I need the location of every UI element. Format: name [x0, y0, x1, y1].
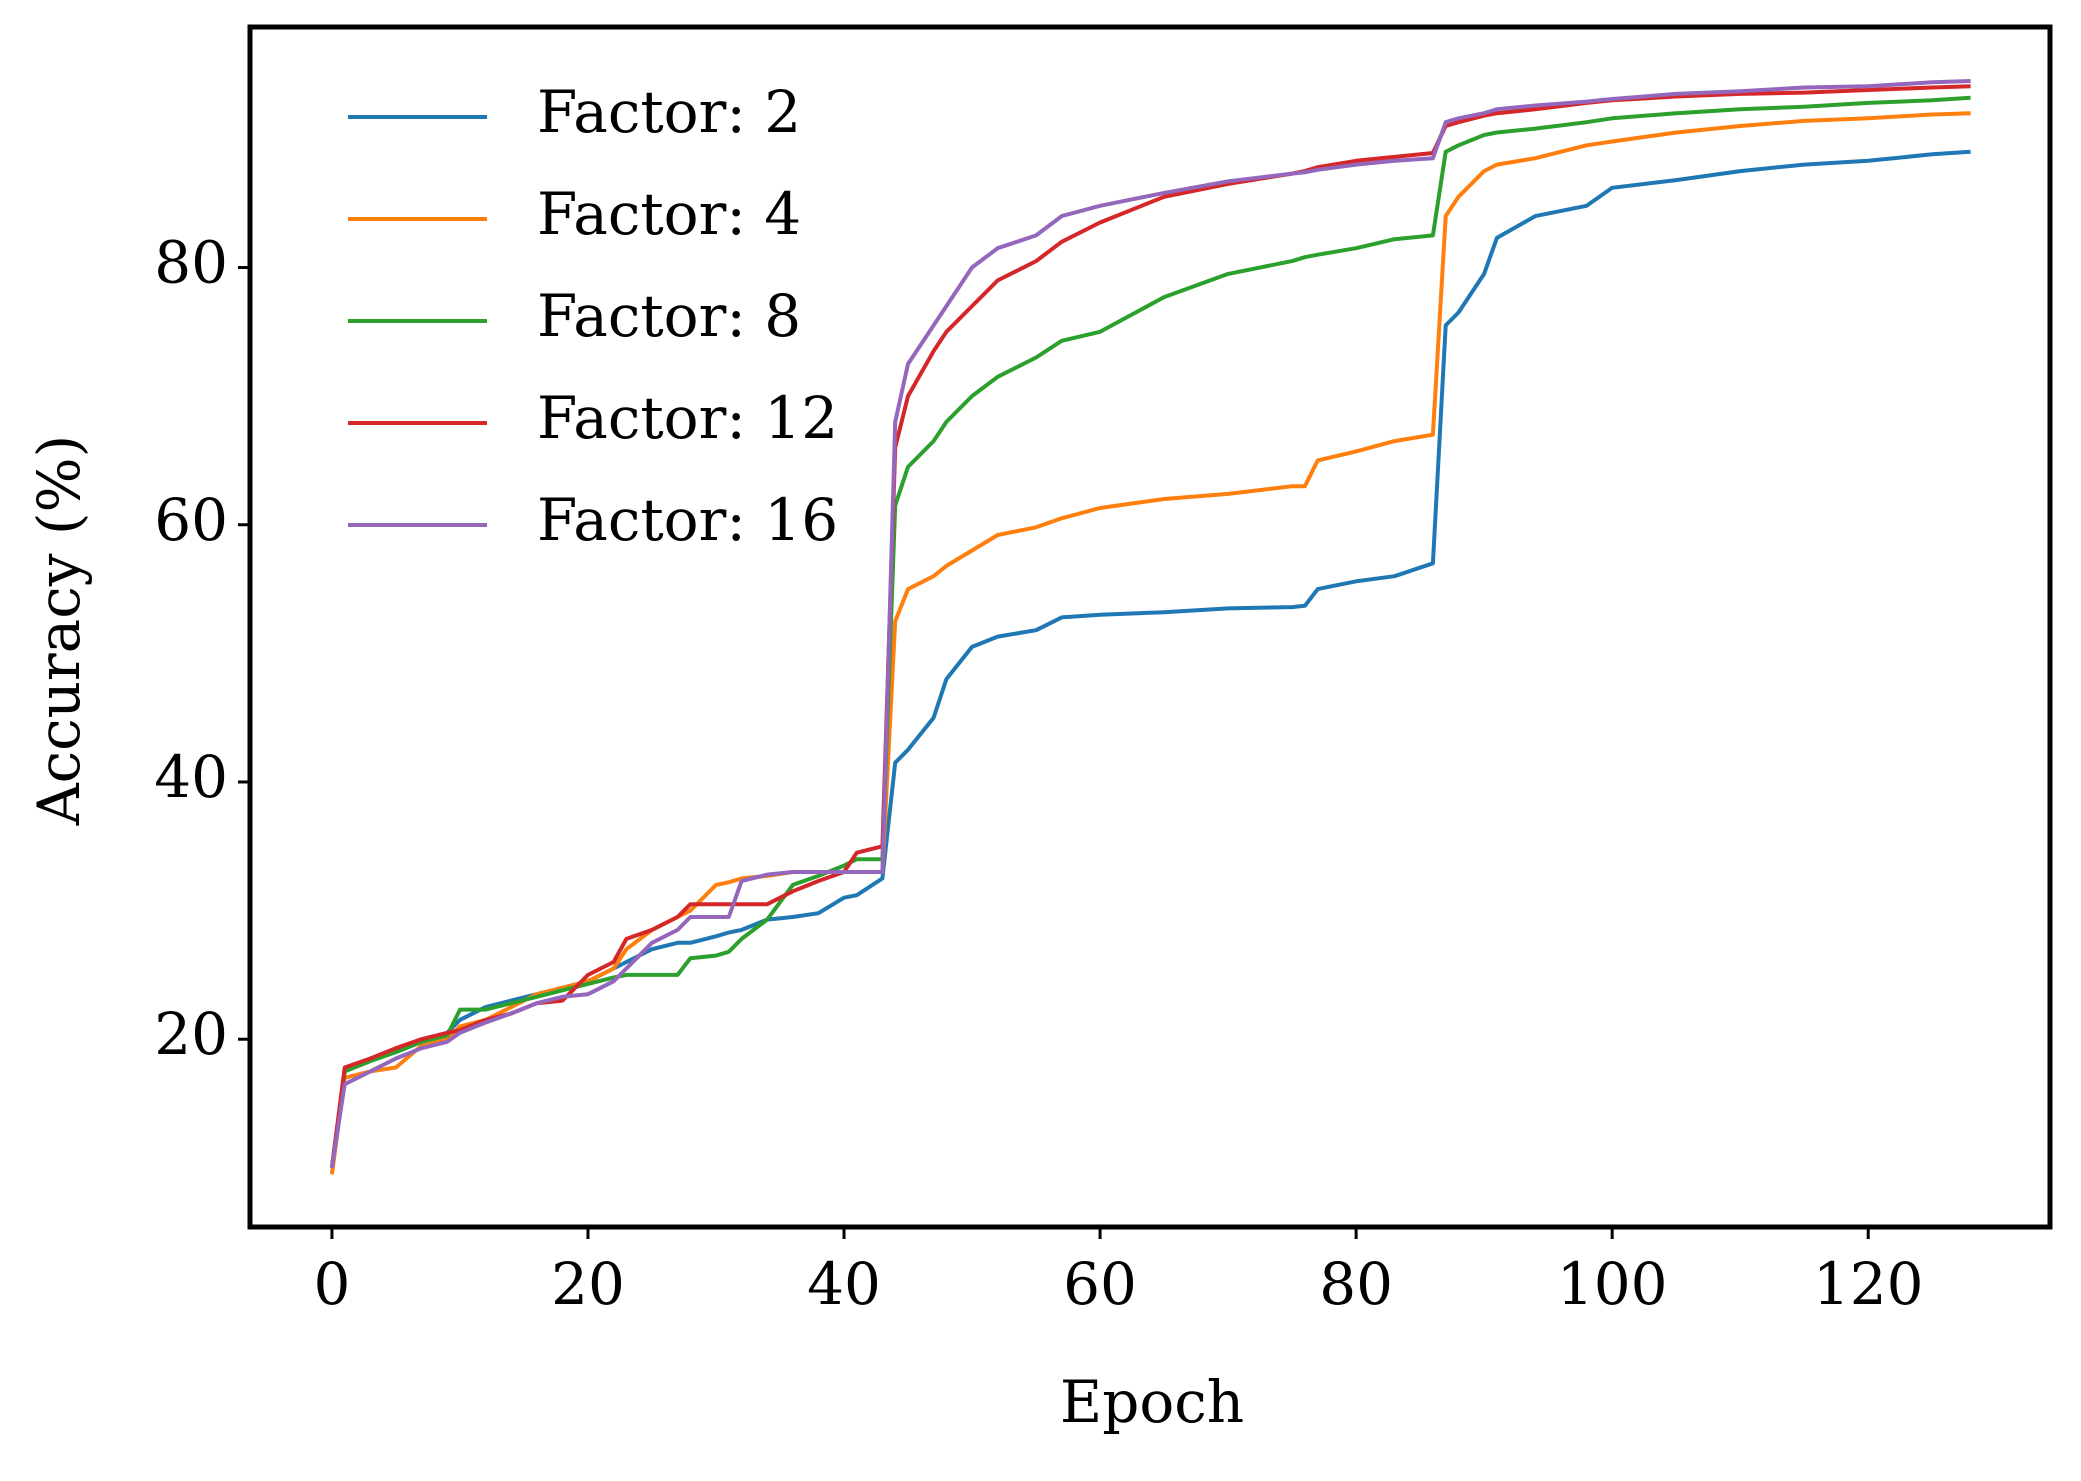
y-tick-label: 20 [154, 1000, 228, 1068]
x-tick-label: 100 [1557, 1250, 1668, 1318]
y-tick-label: 80 [154, 229, 228, 297]
legend-label: Factor: 16 [537, 486, 838, 554]
series-line [329, 111, 1971, 1175]
legend-label: Factor: 8 [537, 282, 801, 350]
x-tick-label: 60 [1063, 1250, 1137, 1318]
x-tick-label: 20 [551, 1250, 625, 1318]
legend-label: Factor: 2 [537, 78, 801, 146]
legend-label: Factor: 4 [537, 180, 801, 248]
x-tick-label: 40 [807, 1250, 881, 1318]
x-axis-label: Epoch [1060, 1368, 1244, 1436]
plot-frame [247, 24, 2053, 1230]
legend-label: Factor: 12 [537, 384, 838, 452]
y-axis-label: Accuracy (%) [25, 435, 93, 827]
y-tick-label: 40 [154, 743, 228, 811]
y-tick-label: 60 [154, 486, 228, 554]
x-tick-label: 0 [313, 1250, 350, 1318]
x-tick-label: 80 [1319, 1250, 1393, 1318]
x-tick-label: 120 [1813, 1250, 1924, 1318]
series-line [329, 95, 1971, 1169]
series-line [329, 79, 1971, 1169]
series-line [329, 84, 1971, 1169]
